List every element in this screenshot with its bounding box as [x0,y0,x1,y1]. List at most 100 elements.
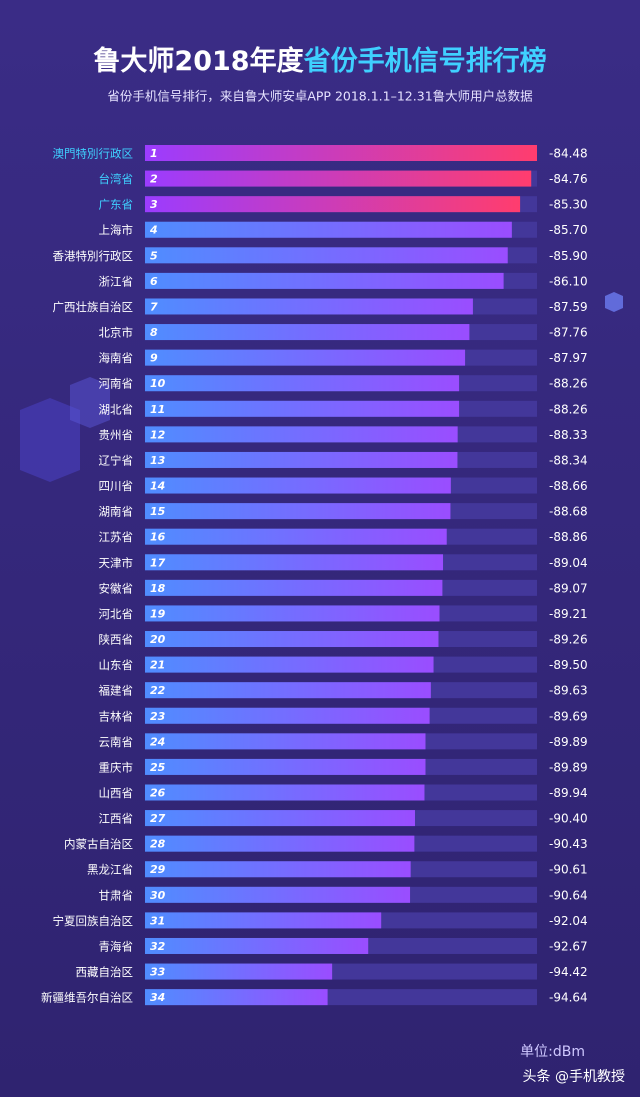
rank: 21 [150,659,165,672]
value-label: -89.50 [549,658,588,672]
bar [145,145,537,161]
category-label: 西藏自治区 [76,965,134,979]
category-label: 湖南省 [99,505,134,519]
bar [145,170,532,187]
rank: 3 [150,198,158,211]
value-label: -87.97 [549,351,588,365]
bar [145,426,458,443]
bar [145,272,504,289]
bar [145,477,451,494]
category-label: 海南省 [99,351,134,365]
rank: 22 [150,684,166,697]
bar [145,758,426,775]
rank: 4 [149,224,158,237]
category-label: 江苏省 [99,530,134,544]
rank: 17 [150,556,166,569]
value-label: -88.66 [549,479,588,493]
value-label: -89.69 [549,709,588,723]
bar [145,324,470,341]
category-label: 甘肃省 [99,888,134,902]
category-label: 重庆市 [99,760,134,774]
category-label: 北京市 [99,326,134,340]
rank: 16 [150,531,166,544]
value-label: -88.86 [549,530,588,544]
value-label: -85.90 [549,249,588,263]
value-label: -92.04 [549,914,588,928]
category-label: 河南省 [99,377,134,391]
category-label: 湖北省 [99,402,134,416]
value-label: -90.43 [549,837,588,851]
bar [145,247,508,264]
bar [145,861,411,878]
bar [145,605,440,622]
rank: 1 [150,147,158,160]
deco-cube [605,292,623,312]
bar [145,503,451,520]
unit: 单位:dBm [520,1044,585,1060]
rank: 24 [150,735,165,748]
value-label: -85.70 [549,223,588,237]
category-label: 青海省 [99,939,134,953]
rank: 9 [150,352,158,365]
category-label: 山西省 [99,786,134,800]
category-label: 香港特別行政区 [53,249,134,263]
value-label: -94.64 [549,991,588,1005]
bar [145,886,411,903]
bar [145,835,415,852]
value-label: -89.89 [549,735,588,749]
category-label: 内蒙古自治区 [64,837,133,851]
category-label: 四川省 [99,479,134,493]
subtitle: 省份手机信号排行，来自鲁大师安卓APP 2018.1.1–12.31鲁大师用户总… [107,89,532,104]
rank: 27 [150,812,166,825]
rank: 6 [150,275,158,288]
rank: 26 [150,787,166,800]
bar [145,810,415,827]
bar [145,784,425,801]
rank: 33 [150,966,166,979]
rank: 13 [150,454,166,467]
title: 鲁大师2018年度省份手机信号排行榜 [93,45,546,77]
value-label: -88.26 [549,377,588,391]
rank: 31 [150,914,165,927]
rank: 19 [150,607,166,620]
value-label: -92.67 [549,939,588,953]
rank: 34 [150,991,165,1004]
category-label: 陕西省 [99,633,134,647]
bar [145,554,444,571]
category-label: 安徽省 [99,581,134,595]
category-label: 吉林省 [99,709,134,723]
deco-cube [20,398,80,482]
category-label: 新疆维吾尔自治区 [41,991,133,1005]
value-label: -88.68 [549,505,588,519]
value-label: -90.64 [549,888,588,902]
category-label: 浙江省 [99,274,134,288]
category-label: 广东省 [99,198,134,212]
value-label: -89.63 [549,684,588,698]
value-label: -89.07 [549,581,588,595]
bar [145,989,328,1006]
title-part: 省份手机信号排行榜 [304,45,547,77]
value-label: -90.61 [549,863,588,877]
value-label: -88.26 [549,402,588,416]
bar [145,707,430,724]
value-label: -87.76 [549,326,588,340]
value-label: -88.33 [549,428,588,442]
category-label: 广西壮族自治区 [53,300,134,314]
rank: 7 [150,300,158,313]
value-label: -89.26 [549,633,588,647]
value-label: -89.04 [549,556,588,570]
category-label: 云南省 [99,735,134,749]
category-label: 贵州省 [99,428,134,442]
bar [145,631,439,648]
deco-cube [70,377,110,428]
value-label: -94.42 [549,965,588,979]
category-label: 河北省 [99,607,134,621]
category-label: 宁夏回族自治区 [53,914,134,928]
rank: 28 [150,838,166,851]
bar [145,963,333,980]
bar [145,375,460,392]
value-label: -84.76 [549,172,588,186]
rank: 11 [150,403,165,416]
rank: 30 [150,889,166,902]
